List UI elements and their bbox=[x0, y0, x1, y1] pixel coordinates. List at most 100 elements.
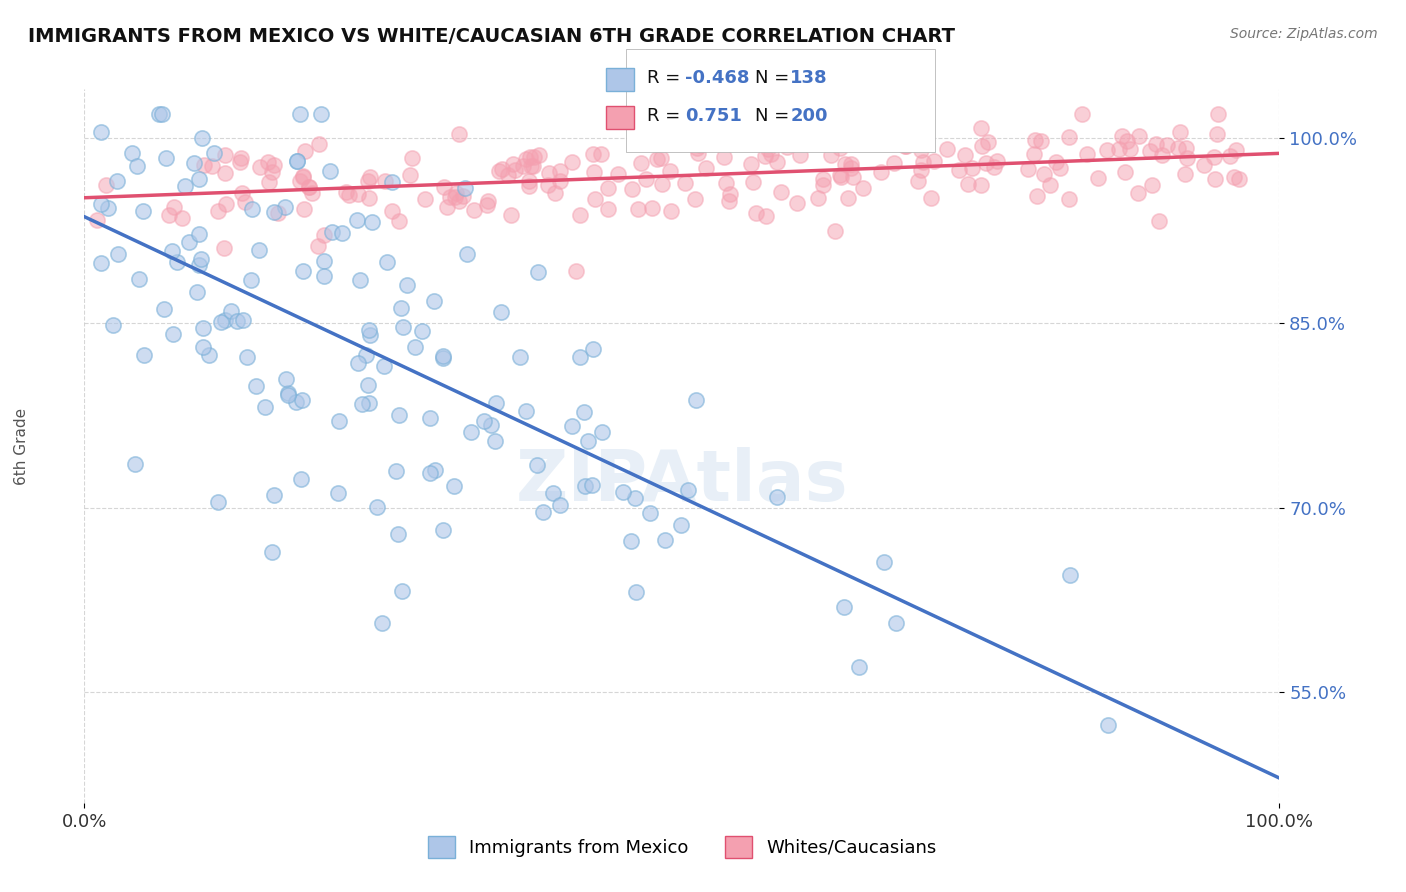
Point bbox=[225, 313, 247, 327]
Point bbox=[477, 194, 499, 208]
Point bbox=[298, 180, 321, 194]
Point bbox=[404, 340, 426, 354]
Point bbox=[766, 154, 789, 169]
Point bbox=[911, 154, 934, 169]
Point bbox=[1206, 127, 1229, 141]
Point bbox=[1057, 130, 1080, 145]
Point bbox=[1175, 141, 1198, 155]
Point bbox=[669, 517, 692, 532]
Point bbox=[519, 150, 541, 164]
Point bbox=[150, 107, 173, 121]
Point bbox=[1144, 137, 1167, 152]
Point bbox=[1038, 178, 1060, 193]
Point bbox=[1059, 567, 1081, 582]
Point bbox=[357, 174, 380, 188]
Point bbox=[381, 175, 404, 189]
Point bbox=[291, 393, 314, 408]
Point bbox=[86, 212, 108, 227]
Point bbox=[1156, 137, 1178, 152]
Point bbox=[276, 371, 298, 385]
Point bbox=[291, 169, 314, 184]
Point bbox=[335, 185, 357, 199]
Point bbox=[896, 139, 918, 153]
Point bbox=[839, 157, 862, 171]
Point bbox=[569, 207, 592, 221]
Point bbox=[321, 225, 343, 239]
Point bbox=[245, 378, 267, 392]
Point bbox=[257, 175, 280, 189]
Point bbox=[502, 157, 524, 171]
Point bbox=[548, 498, 571, 512]
Point bbox=[373, 359, 395, 373]
Point bbox=[953, 148, 976, 162]
Point bbox=[869, 164, 891, 178]
Point bbox=[290, 472, 312, 486]
Point bbox=[484, 434, 506, 449]
Point bbox=[359, 169, 381, 184]
Point bbox=[263, 158, 285, 172]
Point bbox=[423, 293, 446, 308]
Point bbox=[591, 425, 613, 439]
Point bbox=[651, 177, 673, 191]
Point bbox=[307, 238, 329, 252]
Text: N =: N = bbox=[755, 107, 794, 125]
Point bbox=[388, 408, 411, 422]
Point bbox=[935, 142, 957, 156]
Point bbox=[852, 180, 875, 194]
Point bbox=[569, 350, 592, 364]
Point bbox=[1128, 128, 1150, 143]
Point bbox=[375, 255, 398, 269]
Point bbox=[231, 186, 253, 200]
Point bbox=[127, 159, 149, 173]
Point bbox=[970, 138, 993, 153]
Point bbox=[359, 323, 381, 337]
Point bbox=[769, 129, 792, 144]
Point bbox=[589, 147, 612, 161]
Point bbox=[515, 404, 537, 418]
Point bbox=[820, 147, 842, 161]
Text: 138: 138 bbox=[790, 69, 828, 87]
Point bbox=[277, 388, 299, 402]
Point bbox=[186, 285, 208, 299]
Point bbox=[105, 174, 128, 188]
Point bbox=[240, 202, 263, 217]
Point bbox=[387, 527, 409, 541]
Point bbox=[188, 227, 211, 242]
Point bbox=[249, 160, 271, 174]
Point bbox=[883, 156, 905, 170]
Point bbox=[346, 212, 368, 227]
Point bbox=[645, 152, 668, 166]
Point bbox=[263, 488, 285, 502]
Point bbox=[830, 169, 852, 184]
Point bbox=[910, 143, 932, 157]
Point bbox=[419, 466, 441, 480]
Point bbox=[432, 349, 454, 363]
Point bbox=[695, 161, 717, 175]
Point bbox=[786, 196, 808, 211]
Point bbox=[1167, 141, 1189, 155]
Point bbox=[766, 490, 789, 504]
Point bbox=[374, 174, 396, 188]
Point bbox=[718, 194, 741, 208]
Point bbox=[371, 615, 394, 630]
Point bbox=[277, 385, 299, 400]
Point bbox=[160, 244, 183, 258]
Point bbox=[956, 178, 979, 192]
Point bbox=[740, 157, 762, 171]
Point bbox=[349, 272, 371, 286]
Point bbox=[1045, 154, 1067, 169]
Point bbox=[1097, 718, 1119, 732]
Point bbox=[332, 226, 354, 240]
Point bbox=[526, 458, 548, 473]
Point bbox=[527, 265, 550, 279]
Point bbox=[209, 315, 232, 329]
Y-axis label: 6th Grade: 6th Grade bbox=[14, 408, 28, 484]
Point bbox=[1024, 133, 1046, 147]
Point bbox=[1174, 167, 1197, 181]
Point bbox=[678, 483, 700, 498]
Point bbox=[267, 206, 290, 220]
Point bbox=[214, 166, 236, 180]
Point bbox=[207, 495, 229, 509]
Point bbox=[794, 136, 817, 150]
Point bbox=[522, 159, 544, 173]
